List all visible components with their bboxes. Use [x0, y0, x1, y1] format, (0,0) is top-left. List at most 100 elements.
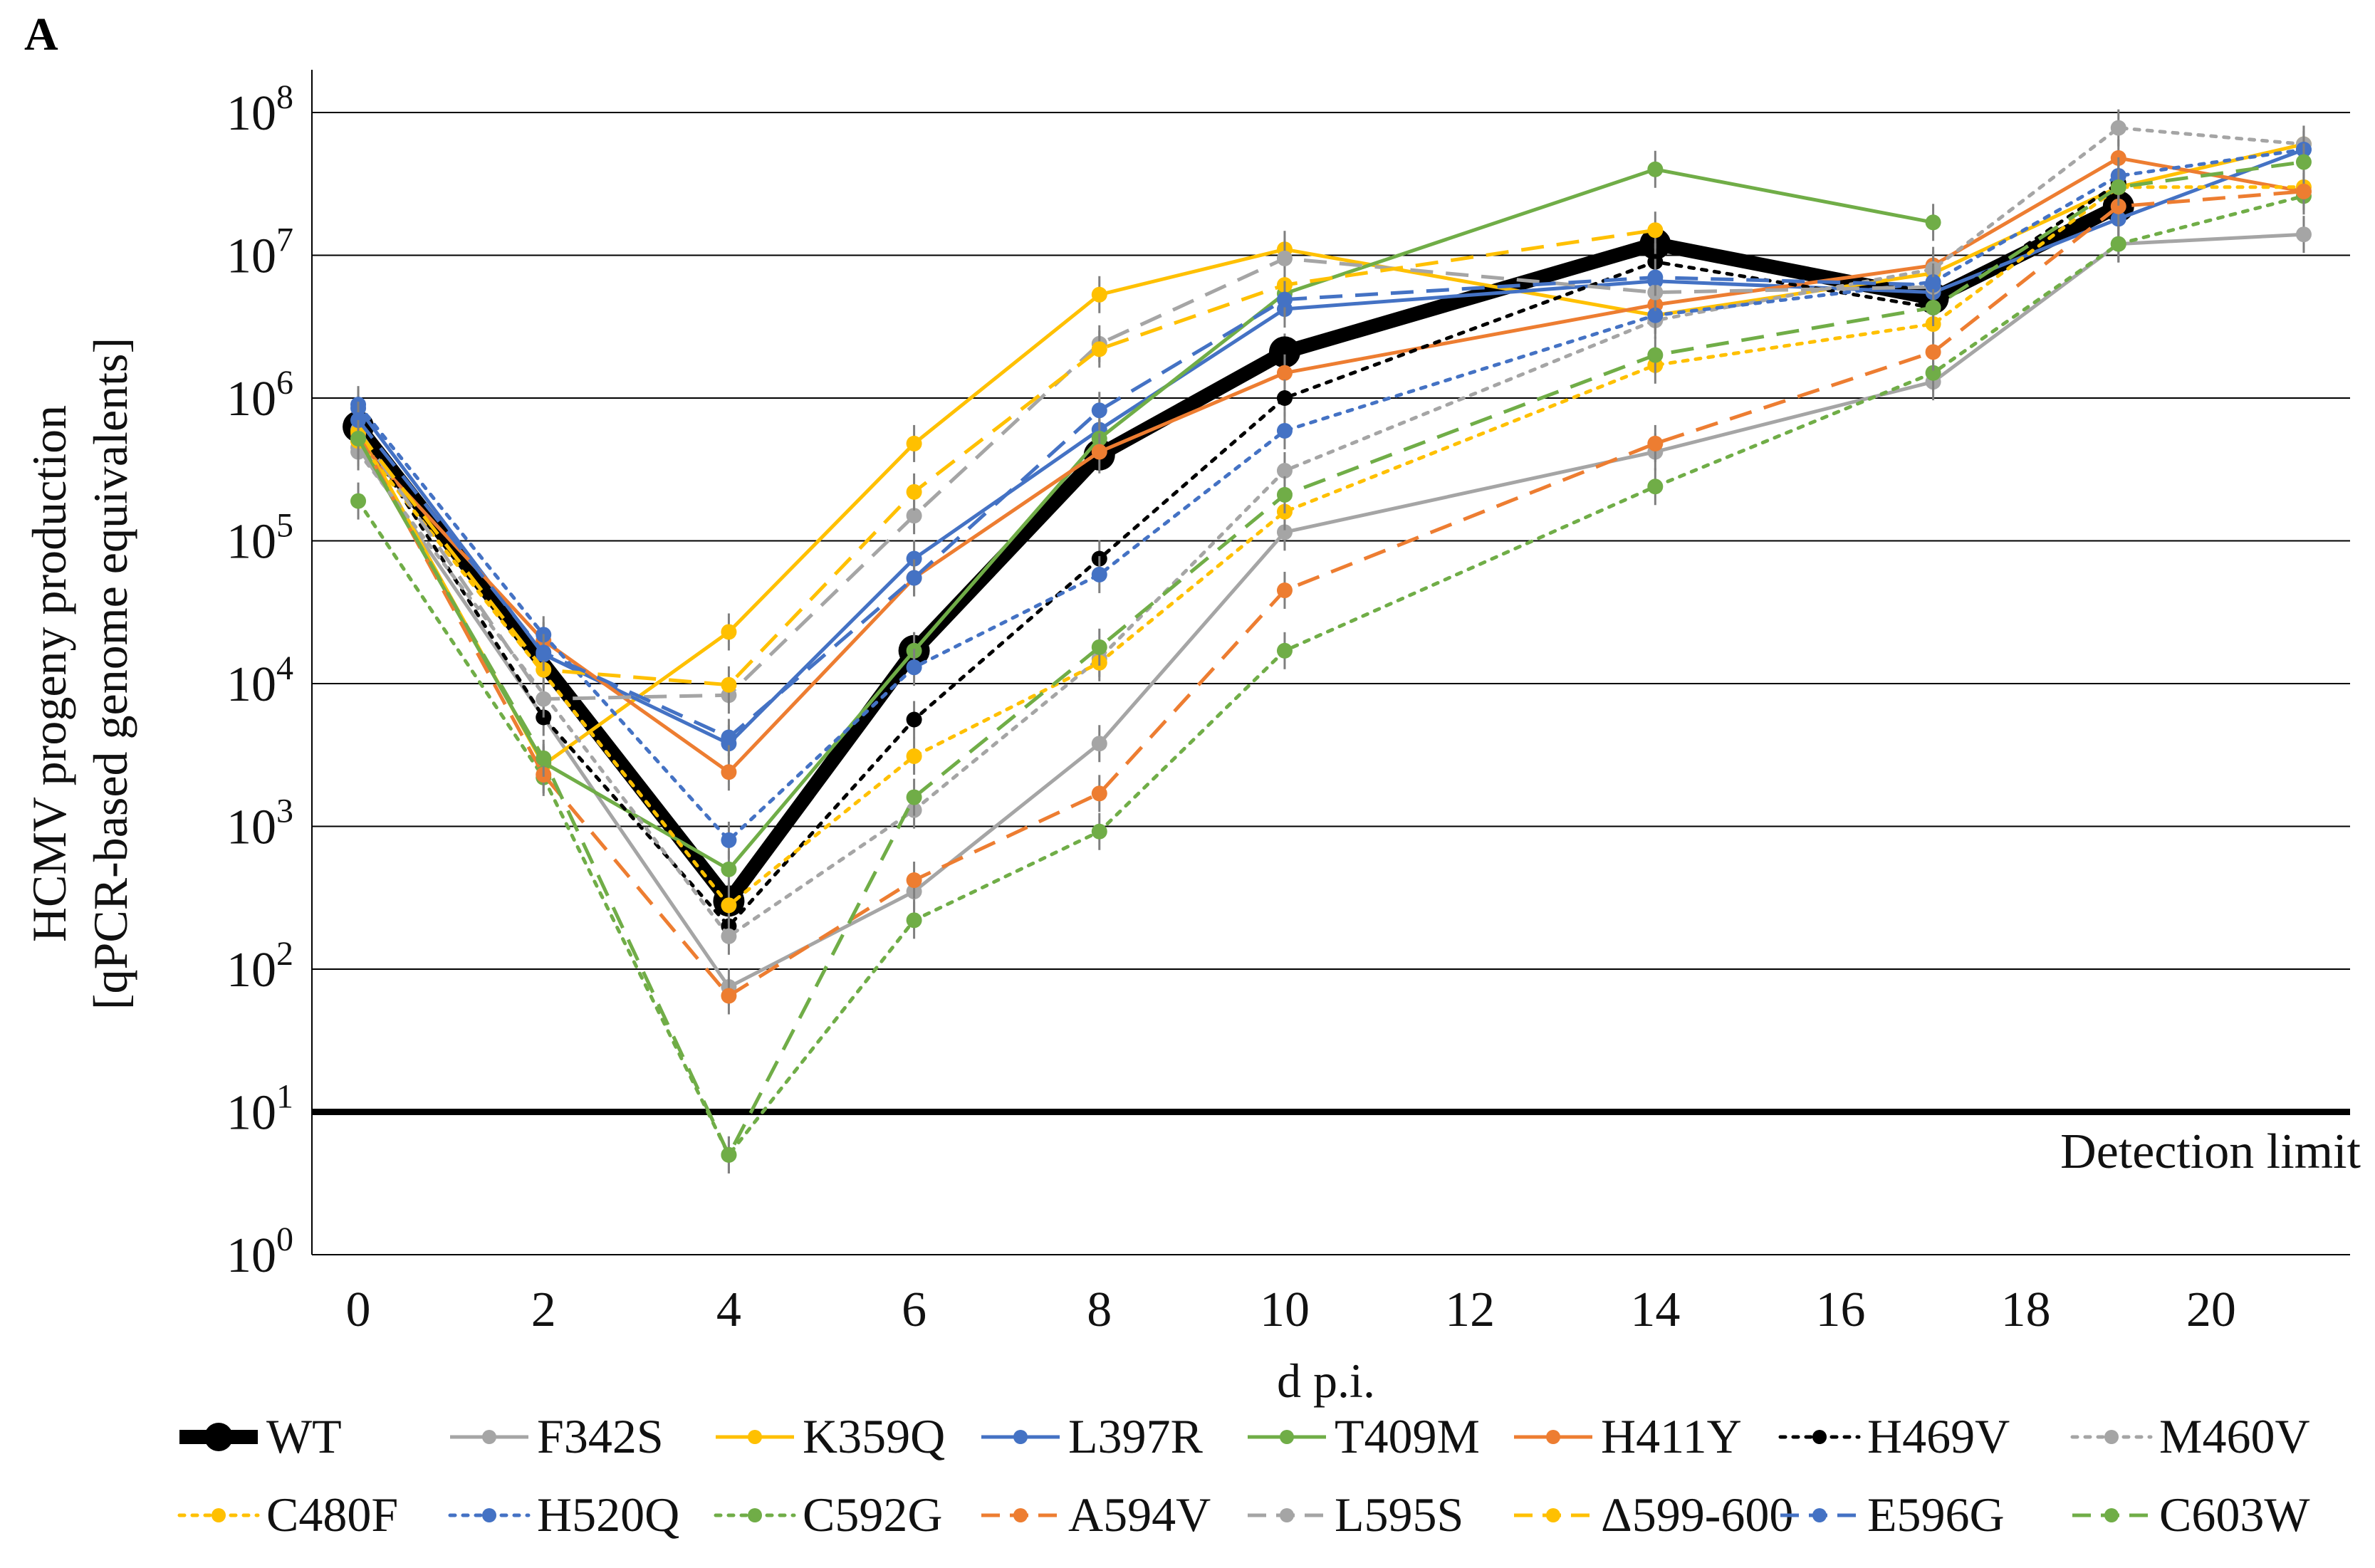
legend: WT F342S K359Q L397R T409M H411Y H469V M460V C48…	[177, 1409, 2310, 1542]
legend-swatch-marker-12	[1280, 1508, 1294, 1522]
series-10	[350, 177, 2312, 1174]
legend-swatch-marker-1	[482, 1430, 496, 1444]
legend-label-9: H520Q	[537, 1488, 679, 1542]
series-point-9-5	[1276, 422, 1293, 439]
series-point-1-8	[2295, 226, 2312, 243]
series-point-8-2	[906, 748, 922, 764]
legend-swatch-marker-4	[1280, 1430, 1294, 1444]
legend-item-10: C592G	[714, 1488, 942, 1542]
y-tick-label-4: 104	[226, 649, 293, 712]
series-point-2-4	[1091, 286, 1107, 303]
series-point-13-4	[1091, 341, 1107, 357]
legend-item-15: C603W	[2072, 1488, 2310, 1542]
legend-label-5: H411Y	[1601, 1409, 1742, 1463]
legend-swatch-marker-7	[2104, 1430, 2119, 1444]
legend-label-13: Δ599-600	[1601, 1488, 1793, 1542]
series-line-6	[356, 181, 2121, 929]
y-axis-title-line2: [qPCR-based genome equivalents]	[83, 338, 137, 1010]
series-line-4	[356, 167, 1934, 872]
series-line-5	[357, 156, 2304, 774]
legend-label-15: C603W	[2159, 1488, 2310, 1542]
series-point-15-2	[721, 1146, 737, 1163]
legend-item-4: T409M	[1248, 1409, 1480, 1463]
series-point-4-6	[1647, 161, 1664, 177]
series-line-7	[356, 126, 2306, 939]
series-point-5-5	[1276, 365, 1293, 381]
series-line-11	[356, 189, 2304, 998]
legend-label-0: WT	[266, 1409, 342, 1463]
series-point-0-4	[1268, 336, 1300, 368]
legend-item-2: K359Q	[716, 1409, 945, 1463]
x-tick-label-1: 2	[531, 1282, 556, 1337]
series-point-15-1	[536, 750, 552, 766]
x-tick-label-10: 20	[2186, 1282, 2236, 1337]
x-tick-label-4: 8	[1087, 1282, 1112, 1337]
series-point-11-5	[1276, 582, 1293, 599]
y-tick-label-1: 101	[226, 1078, 293, 1141]
series-point-13-2	[721, 676, 737, 693]
series-point-4-7	[1925, 214, 1941, 231]
series-point-15-8	[2110, 179, 2126, 195]
series-point-10-8	[2110, 236, 2126, 252]
legend-swatch-marker-3	[1013, 1430, 1028, 1444]
series-line-14	[357, 276, 1933, 739]
legend-item-14: E596G	[1780, 1488, 2005, 1542]
series-point-2-2	[721, 624, 737, 640]
y-tick-label-5: 105	[226, 507, 293, 570]
legend-label-11: A594V	[1068, 1488, 1211, 1542]
detection-limit-label: Detection limit	[2060, 1124, 2361, 1179]
series-point-11-3	[906, 872, 922, 889]
y-tick-label-0: 100	[226, 1221, 293, 1283]
series-point-1-4	[1276, 524, 1293, 540]
y-tick-label-2: 102	[226, 935, 293, 998]
legend-item-9: H520Q	[448, 1488, 679, 1542]
legend-label-4: T409M	[1335, 1409, 1480, 1463]
series-group	[343, 109, 2312, 1174]
y-axis-title-line1: HCMV progeny production	[22, 405, 76, 942]
legend-swatch-marker-6	[1812, 1430, 1827, 1444]
legend-swatch-marker-10	[748, 1508, 762, 1522]
x-tick-label-7: 14	[1630, 1282, 1680, 1337]
series-line-15	[356, 160, 2304, 1157]
series-line-9	[356, 147, 2306, 842]
series-point-11-4	[1091, 785, 1107, 802]
series-point-14-7	[1925, 277, 1941, 293]
series-point-9-2	[721, 832, 737, 848]
series-point-7-4	[1276, 462, 1293, 479]
x-tick-label-5: 10	[1260, 1282, 1310, 1337]
series-point-5-2	[721, 764, 737, 780]
series-line-8	[356, 185, 2306, 907]
series-point-15-9	[2295, 154, 2312, 170]
series-line-10	[356, 194, 2306, 1157]
legend-label-6: H469V	[1867, 1409, 2010, 1463]
series-point-2-3	[906, 435, 922, 451]
series-point-15-0	[350, 430, 367, 446]
series-point-10-4	[1091, 823, 1107, 840]
series-point-9-4	[1091, 566, 1107, 582]
series-point-7-1	[721, 928, 737, 944]
legend-item-0: WT	[179, 1409, 342, 1463]
y-tick-label-6: 106	[226, 364, 293, 427]
series-point-15-3	[906, 789, 922, 805]
series-point-10-3	[906, 912, 922, 929]
series-point-1-3	[1091, 736, 1107, 752]
series-point-12-5	[1276, 250, 1293, 266]
legend-label-2: K359Q	[803, 1409, 945, 1463]
series-7	[350, 109, 2312, 955]
series-point-10-5	[1276, 642, 1293, 659]
tick-labels: 100 101 102 103 104 105 106 107 108 0 2 4 6 8 10 12 14 16…	[226, 78, 2236, 1337]
x-tick-label-6: 12	[1445, 1282, 1495, 1337]
series-point-11-9	[2295, 183, 2312, 199]
series-line-12	[356, 256, 1933, 701]
series-point-15-4	[1091, 639, 1107, 655]
legend-swatch-marker-15	[2104, 1508, 2119, 1522]
series-line-1	[356, 232, 2304, 989]
legend-swatch-marker-14	[1812, 1508, 1827, 1522]
series-3	[350, 131, 2312, 763]
series-point-14-6	[1647, 269, 1664, 286]
legend-swatch-marker-0	[204, 1423, 233, 1451]
series-point-10-6	[1647, 479, 1664, 495]
series-9	[350, 131, 2312, 859]
y-tick-label-8: 108	[226, 78, 293, 141]
